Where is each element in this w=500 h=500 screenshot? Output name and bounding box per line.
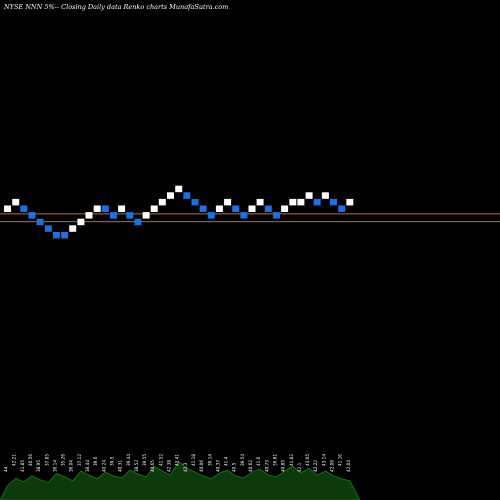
- renko-brick: [313, 198, 321, 206]
- volume-area: [0, 460, 361, 500]
- volume-label: 40.06: [199, 460, 204, 472]
- renko-brick: [191, 198, 199, 206]
- renko-brick: [101, 205, 109, 212]
- renko-brick: [44, 225, 52, 232]
- renko-brick: [248, 205, 256, 212]
- renko-brick: [240, 212, 248, 219]
- renko-brick: [305, 192, 313, 199]
- volume-label: 39.5: [110, 456, 115, 466]
- volume-area-path: [0, 460, 361, 500]
- volume-label: 36.04: [69, 460, 74, 472]
- volume-label: 40.24: [101, 460, 106, 472]
- renko-brick: [36, 218, 44, 226]
- volume-label: 42.3: [183, 462, 188, 472]
- volume-label: 43.41: [175, 454, 180, 466]
- volume-label: 40.31: [118, 460, 123, 472]
- renko-brick: [338, 205, 346, 212]
- volume-label: 37.12: [77, 454, 82, 466]
- renko-brick: [158, 198, 166, 206]
- volume-label: 41.6: [256, 456, 261, 466]
- renko-brick: [224, 198, 232, 206]
- volume-label: 39.6: [93, 456, 98, 466]
- volume-label: 38.44: [85, 460, 90, 472]
- renko-brick: [118, 205, 126, 212]
- volume-label: 40.5: [232, 462, 237, 472]
- volume-label: 39.81: [272, 454, 277, 466]
- renko-brick: [20, 205, 28, 212]
- volume-label: 39.54: [240, 454, 245, 466]
- renko-brick: [85, 212, 93, 219]
- renko-brick: [28, 212, 36, 219]
- volume-label: 42.06: [330, 460, 335, 472]
- renko-brick: [321, 192, 329, 199]
- renko-brick: [281, 205, 289, 212]
- renko-brick: [167, 192, 174, 199]
- renko-brick: [110, 212, 117, 219]
- volume-label: 42.21: [12, 454, 17, 466]
- renko-brick: [142, 212, 150, 219]
- volume-label: 39.14: [207, 454, 212, 466]
- volume-label: 41.82: [289, 454, 294, 466]
- volume-label: 39.44: [126, 454, 131, 466]
- volume-label: 39.55: [142, 454, 147, 466]
- renko-brick: [126, 212, 134, 219]
- renko-brick: [232, 205, 240, 212]
- renko-brick: [215, 205, 223, 212]
- renko-brick: [272, 212, 280, 219]
- volume-label: 41.52: [158, 454, 163, 466]
- volume-label: 42.1: [297, 462, 302, 472]
- volume-label: 41.85: [20, 460, 25, 472]
- volume-label: 40.65: [150, 460, 155, 472]
- renko-brick: [61, 231, 69, 239]
- volume-label: 44: [4, 466, 9, 472]
- renko-bricks: [4, 185, 354, 239]
- volume-label: 40.37: [215, 460, 220, 472]
- volume-label: 38.52: [134, 460, 139, 472]
- volume-label: 42.04: [346, 460, 351, 472]
- renko-brick: [346, 198, 354, 206]
- volume-label: 40.85: [281, 460, 286, 472]
- volume-label: 36.14: [52, 460, 57, 472]
- renko-brick: [297, 198, 305, 206]
- renko-brick: [69, 225, 77, 232]
- volume-label: 43.05: [305, 454, 310, 466]
- renko-brick: [150, 205, 158, 212]
- renko-brick: [256, 198, 264, 206]
- volume-label: 41.18: [191, 454, 196, 466]
- renko-brick: [93, 205, 101, 212]
- renko-brick: [77, 218, 85, 226]
- renko-brick: [264, 205, 272, 212]
- renko-brick: [199, 205, 207, 212]
- volume-label: 41.4: [224, 456, 229, 466]
- renko-brick: [12, 198, 20, 206]
- renko-brick: [134, 218, 142, 226]
- renko-brick: [330, 198, 337, 206]
- volume-label: 40.73: [264, 460, 269, 472]
- renko-brick: [207, 212, 215, 219]
- volume-label: 35.26: [61, 454, 66, 466]
- renko-brick: [175, 185, 183, 193]
- volume-label: 43.14: [321, 454, 326, 466]
- volume-label: 41.16: [338, 454, 343, 466]
- volume-label: 40.56: [28, 454, 33, 466]
- volume-label: 40.62: [248, 460, 253, 472]
- volume-label: 42.22: [313, 460, 318, 472]
- chart-title: NYSE NNN 5%-- Closing Daily data Renko c…: [3, 3, 228, 11]
- renko-brick: [4, 205, 11, 212]
- renko-brick: [289, 198, 297, 206]
- renko-brick: [52, 231, 60, 239]
- volume-label: 38.95: [36, 460, 41, 472]
- volume-label: 42.38: [167, 460, 172, 472]
- renko-brick: [183, 192, 191, 199]
- volume-label: 37.85: [44, 454, 49, 466]
